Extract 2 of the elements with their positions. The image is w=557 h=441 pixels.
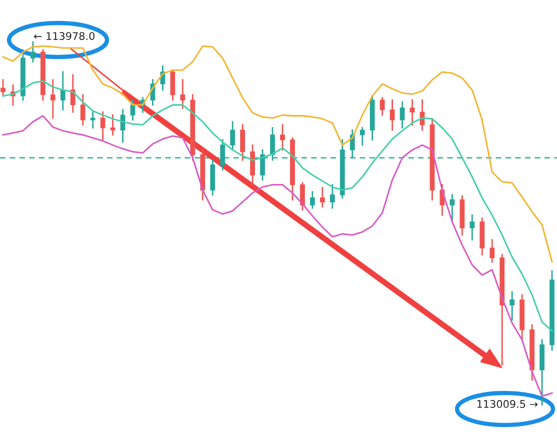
text: ← 113978.0 — [34, 32, 94, 40]
annotation: 113009.5 → — [477, 400, 538, 408]
